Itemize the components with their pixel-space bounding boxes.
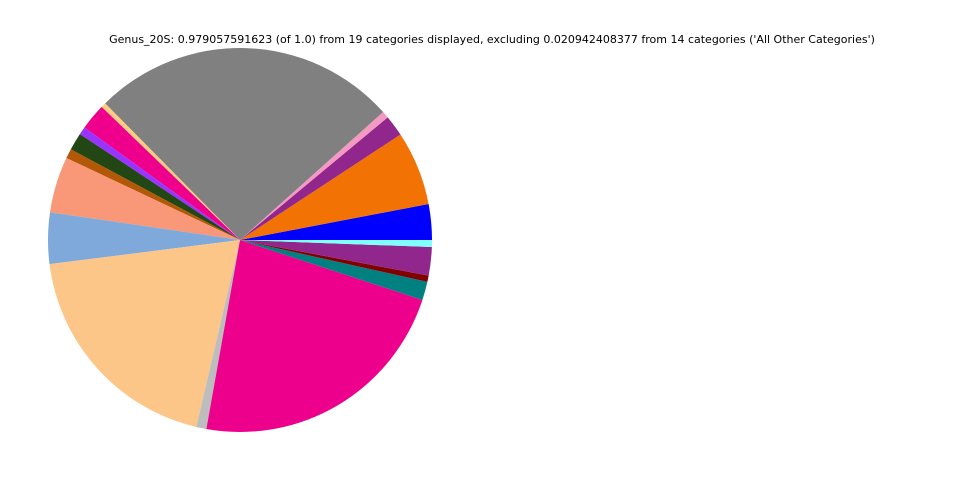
pie-slice [240,112,388,240]
pie-slice [196,240,240,430]
pie-slice [240,134,429,240]
pie-slice [105,47,384,240]
pie-slice [240,240,428,300]
pie-slice [101,103,241,241]
pie-slice [240,240,432,248]
pie-slice [66,149,241,240]
pie-slice [240,240,432,276]
pie-slice [240,240,429,282]
pie-slice [47,212,240,265]
pie-slice [79,127,240,240]
pie-slice [50,158,240,240]
pie-slice [84,106,240,240]
chart-title: Genus_20S: 0.979057591623 (of 1.0) from … [109,33,875,46]
pie-slice [240,117,401,240]
pie-slice [240,203,432,240]
pie-slice [206,240,423,432]
pie-slice [70,134,240,240]
pie-slice [49,240,240,427]
